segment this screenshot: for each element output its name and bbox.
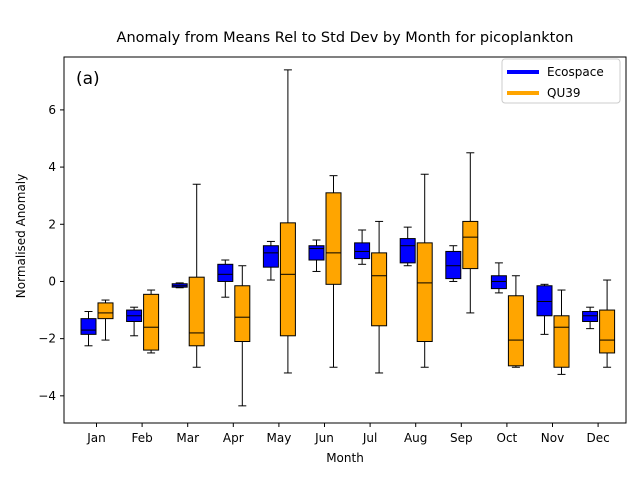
box-jan: [97, 302, 114, 320]
x-tick-label: Apr: [223, 431, 244, 445]
series-ecospace: [80, 226, 599, 347]
box-nov: [553, 315, 570, 368]
y-axis-label: Normalised Anomaly: [14, 174, 28, 298]
axes-frame: [63, 56, 627, 424]
plot-area: −4 −2 0 2 4 6 Jan Feb Mar Apr May Jun Jul Aug Sep Oct No…: [38, 56, 627, 445]
legend-label-ecospace: Ecospace: [547, 65, 604, 79]
x-tick-label: Mar: [176, 431, 199, 445]
box-may: [262, 245, 279, 268]
panel-label: (a): [76, 69, 100, 89]
box-dec: [582, 310, 599, 322]
box-apr: [217, 263, 234, 282]
box-sep: [462, 220, 479, 270]
y-tick-label: −4: [38, 389, 56, 403]
box-jul: [354, 242, 371, 260]
box-apr: [234, 285, 251, 343]
box-aug: [416, 242, 433, 343]
x-tick-label: Feb: [131, 431, 152, 445]
x-tick-label: Aug: [404, 431, 427, 445]
legend-label-qu39: QU39: [547, 86, 581, 100]
box-oct: [490, 275, 507, 290]
box-oct: [507, 295, 524, 367]
box-jun: [325, 192, 342, 285]
box-feb: [143, 293, 160, 351]
series-qu39: [97, 69, 616, 407]
box-nov: [536, 285, 553, 317]
chart-title: Anomaly from Means Rel to Std Dev by Mon…: [117, 30, 574, 46]
x-tick-label: Jul: [362, 431, 377, 445]
box-jun: [308, 245, 325, 261]
box-mar: [188, 276, 205, 347]
x-axis-label: Month: [326, 451, 364, 465]
y-tick-label: −2: [38, 332, 56, 346]
box-sep: [445, 250, 462, 280]
x-tick-label: Nov: [541, 431, 564, 445]
x-tick-label: Sep: [450, 431, 473, 445]
x-tick-label: Jun: [314, 431, 334, 445]
y-tick-label: 2: [48, 217, 56, 231]
x-tick-label: Oct: [497, 431, 518, 445]
x-tick-label: May: [266, 431, 291, 445]
box-jan: [80, 318, 97, 335]
box-aug: [399, 238, 416, 264]
y-tick-label: 6: [48, 103, 56, 117]
legend: Ecospace QU39: [501, 58, 621, 104]
y-tick-label: 4: [48, 160, 56, 174]
box-jul: [371, 252, 388, 327]
x-tick-label: Jan: [86, 431, 106, 445]
x-tick-label: Dec: [586, 431, 609, 445]
box-dec: [599, 309, 616, 354]
y-tick-label: 0: [48, 274, 56, 288]
box-may: [279, 222, 296, 337]
